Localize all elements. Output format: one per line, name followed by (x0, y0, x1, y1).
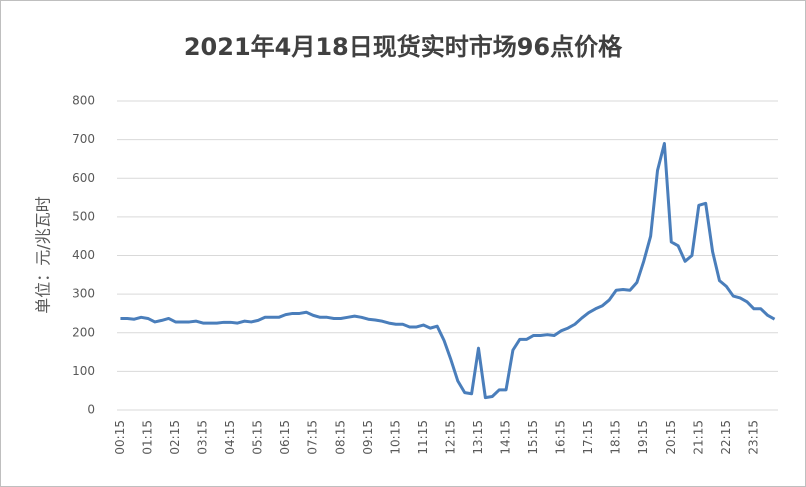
y-tick-label: 800 (72, 94, 95, 108)
y-tick-label: 500 (72, 209, 95, 223)
y-tick-label: 100 (72, 364, 95, 378)
x-tick-label: 21:15 (691, 420, 705, 455)
x-tick-label: 18:15 (609, 420, 623, 455)
x-tick-label: 10:15 (388, 420, 402, 455)
x-tick-label: 22:15 (719, 420, 733, 455)
x-tick-label: 02:15 (168, 420, 182, 455)
x-tick-label: 23:15 (746, 420, 760, 455)
x-tick-label: 07:15 (306, 420, 320, 455)
x-tick-label: 11:15 (416, 420, 430, 455)
x-tick-label: 05:15 (251, 420, 265, 455)
x-tick-label: 17:15 (581, 420, 595, 455)
x-tick-label: 09:15 (361, 420, 375, 455)
y-tick-label: 700 (72, 132, 95, 146)
y-tick-label: 300 (72, 287, 95, 301)
x-tick-label: 06:15 (278, 420, 292, 455)
x-tick-label: 20:15 (664, 420, 678, 455)
x-tick-label: 03:15 (196, 420, 210, 455)
x-tick-label: 15:15 (526, 420, 540, 455)
x-tick-label: 00:15 (113, 420, 127, 455)
x-tick-label: 19:15 (636, 420, 650, 455)
y-tick-label: 400 (72, 248, 95, 262)
x-tick-label: 08:15 (333, 420, 347, 455)
x-tick-label: 14:15 (499, 420, 513, 455)
y-tick-label: 200 (72, 325, 95, 339)
x-tick-label: 13:15 (471, 420, 485, 455)
y-tick-label: 0 (87, 403, 95, 417)
x-tick-label: 12:15 (443, 420, 457, 455)
x-tick-label: 04:15 (223, 420, 237, 455)
y-axis-label: 单位：元/兆瓦时 (34, 196, 53, 313)
chart-title: 2021年4月18日现货实时市场96点价格 (184, 33, 623, 61)
data-line (120, 141, 776, 400)
x-tick-label: 01:15 (140, 420, 154, 455)
x-tick-label: 16:15 (554, 420, 568, 455)
y-tick-label: 600 (72, 171, 95, 185)
